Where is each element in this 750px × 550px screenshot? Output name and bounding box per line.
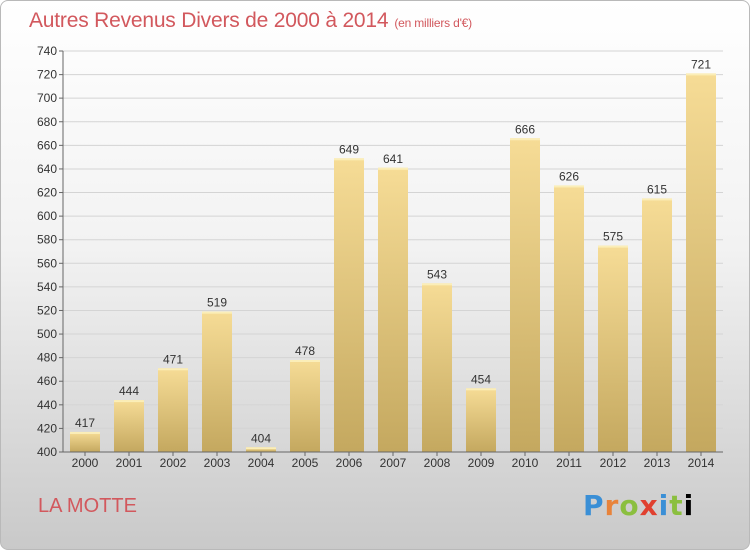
x-axis-ticks: 2000 2001 2002 2003 2004 2005 2006 2007 2008 2009…: [72, 452, 715, 470]
x-tick-label: 2014: [688, 456, 715, 470]
chart-title: Autres Revenus Divers de 2000 à 2014 (en …: [29, 9, 472, 33]
y-tick-label: 600: [37, 209, 57, 223]
data-label: 444: [119, 384, 139, 398]
bar: [598, 245, 628, 452]
x-tick-label: 2012: [600, 456, 627, 470]
chart-title-text: Autres Revenus Divers de 2000 à 2014: [29, 9, 389, 32]
bar-top-highlight: [642, 198, 672, 201]
y-tick-label: 660: [37, 138, 57, 152]
bar-top-highlight: [466, 388, 496, 391]
x-tick-label: 2002: [160, 456, 187, 470]
data-label: 404: [251, 431, 271, 445]
bar: [202, 311, 232, 452]
data-label: 454: [471, 372, 491, 386]
bar-top-highlight: [554, 185, 584, 188]
bar: [158, 368, 188, 452]
bar-top-highlight: [158, 368, 188, 371]
data-label: 626: [559, 169, 579, 183]
y-tick-label: 740: [37, 44, 57, 58]
bar: [70, 431, 100, 452]
bar: [686, 73, 716, 453]
data-label: 721: [691, 57, 711, 71]
y-tick-label: 520: [37, 303, 57, 317]
y-tick-label: 620: [37, 186, 57, 200]
bar-top-highlight: [686, 73, 716, 76]
x-tick-label: 2009: [468, 456, 495, 470]
bar-top-highlight: [70, 431, 100, 434]
y-tick-label: 420: [37, 421, 57, 435]
x-tick-label: 2001: [116, 456, 143, 470]
bar-top-highlight: [114, 400, 144, 403]
bar-top-highlight: [422, 283, 452, 286]
bar-top-highlight: [202, 311, 232, 314]
x-tick-label: 2011: [556, 456, 582, 470]
y-tick-label: 700: [37, 91, 57, 105]
bar-top-highlight: [510, 138, 540, 141]
y-tick-label: 400: [37, 445, 57, 459]
city-name: LA MOTTE: [38, 495, 137, 517]
data-label: 615: [647, 182, 667, 196]
bar: [554, 185, 584, 452]
data-label: 543: [427, 267, 447, 281]
data-label: 519: [207, 296, 227, 310]
x-tick-label: 2010: [512, 456, 539, 470]
data-label: 417: [75, 416, 95, 430]
y-tick-label: 580: [37, 233, 57, 247]
data-label: 478: [295, 344, 315, 358]
x-tick-label: 2008: [424, 456, 451, 470]
y-tick-label: 480: [37, 351, 57, 365]
x-tick-label: 2003: [204, 456, 231, 470]
y-tick-label: 640: [37, 162, 57, 176]
bars: 417 444 471 519 404 478 649 641 543 454 666 626 575 6…: [70, 57, 716, 453]
x-tick-label: 2007: [380, 456, 407, 470]
bar: [246, 447, 276, 452]
data-label: 471: [163, 352, 183, 366]
y-axis-ticks: 400 420 440 460 480 500 520 540 560 580 600 620 640 6…: [37, 44, 63, 459]
bar: [290, 360, 320, 452]
x-tick-label: 2006: [336, 456, 363, 470]
bar-top-highlight: [246, 447, 276, 450]
bar-top-highlight: [334, 158, 364, 161]
bar: [466, 388, 496, 452]
bar: [422, 283, 452, 452]
bar-top-highlight: [378, 167, 408, 170]
y-tick-label: 720: [37, 68, 57, 82]
bar: [334, 158, 364, 452]
y-tick-label: 540: [37, 280, 57, 294]
x-tick-label: 2005: [292, 456, 319, 470]
y-tick-label: 560: [37, 256, 57, 270]
bar-top-highlight: [290, 360, 320, 363]
y-tick-label: 500: [37, 327, 57, 341]
bar: [114, 400, 144, 452]
x-tick-label: 2004: [248, 456, 275, 470]
y-tick-label: 680: [37, 115, 57, 129]
chart-subtitle: (en milliers d'€): [394, 16, 472, 30]
data-label: 666: [515, 122, 535, 136]
x-tick-label: 2013: [644, 456, 671, 470]
bar: [378, 167, 408, 452]
bar: [510, 138, 540, 452]
data-label: 649: [339, 142, 359, 156]
y-tick-label: 460: [37, 374, 57, 388]
data-label: 575: [603, 230, 623, 244]
bar-top-highlight: [598, 245, 628, 248]
x-tick-label: 2000: [72, 456, 99, 470]
y-tick-label: 440: [37, 398, 57, 412]
proxiti-logo: Proxiti: [583, 489, 695, 522]
bar: [642, 198, 672, 452]
data-label: 641: [383, 152, 403, 166]
